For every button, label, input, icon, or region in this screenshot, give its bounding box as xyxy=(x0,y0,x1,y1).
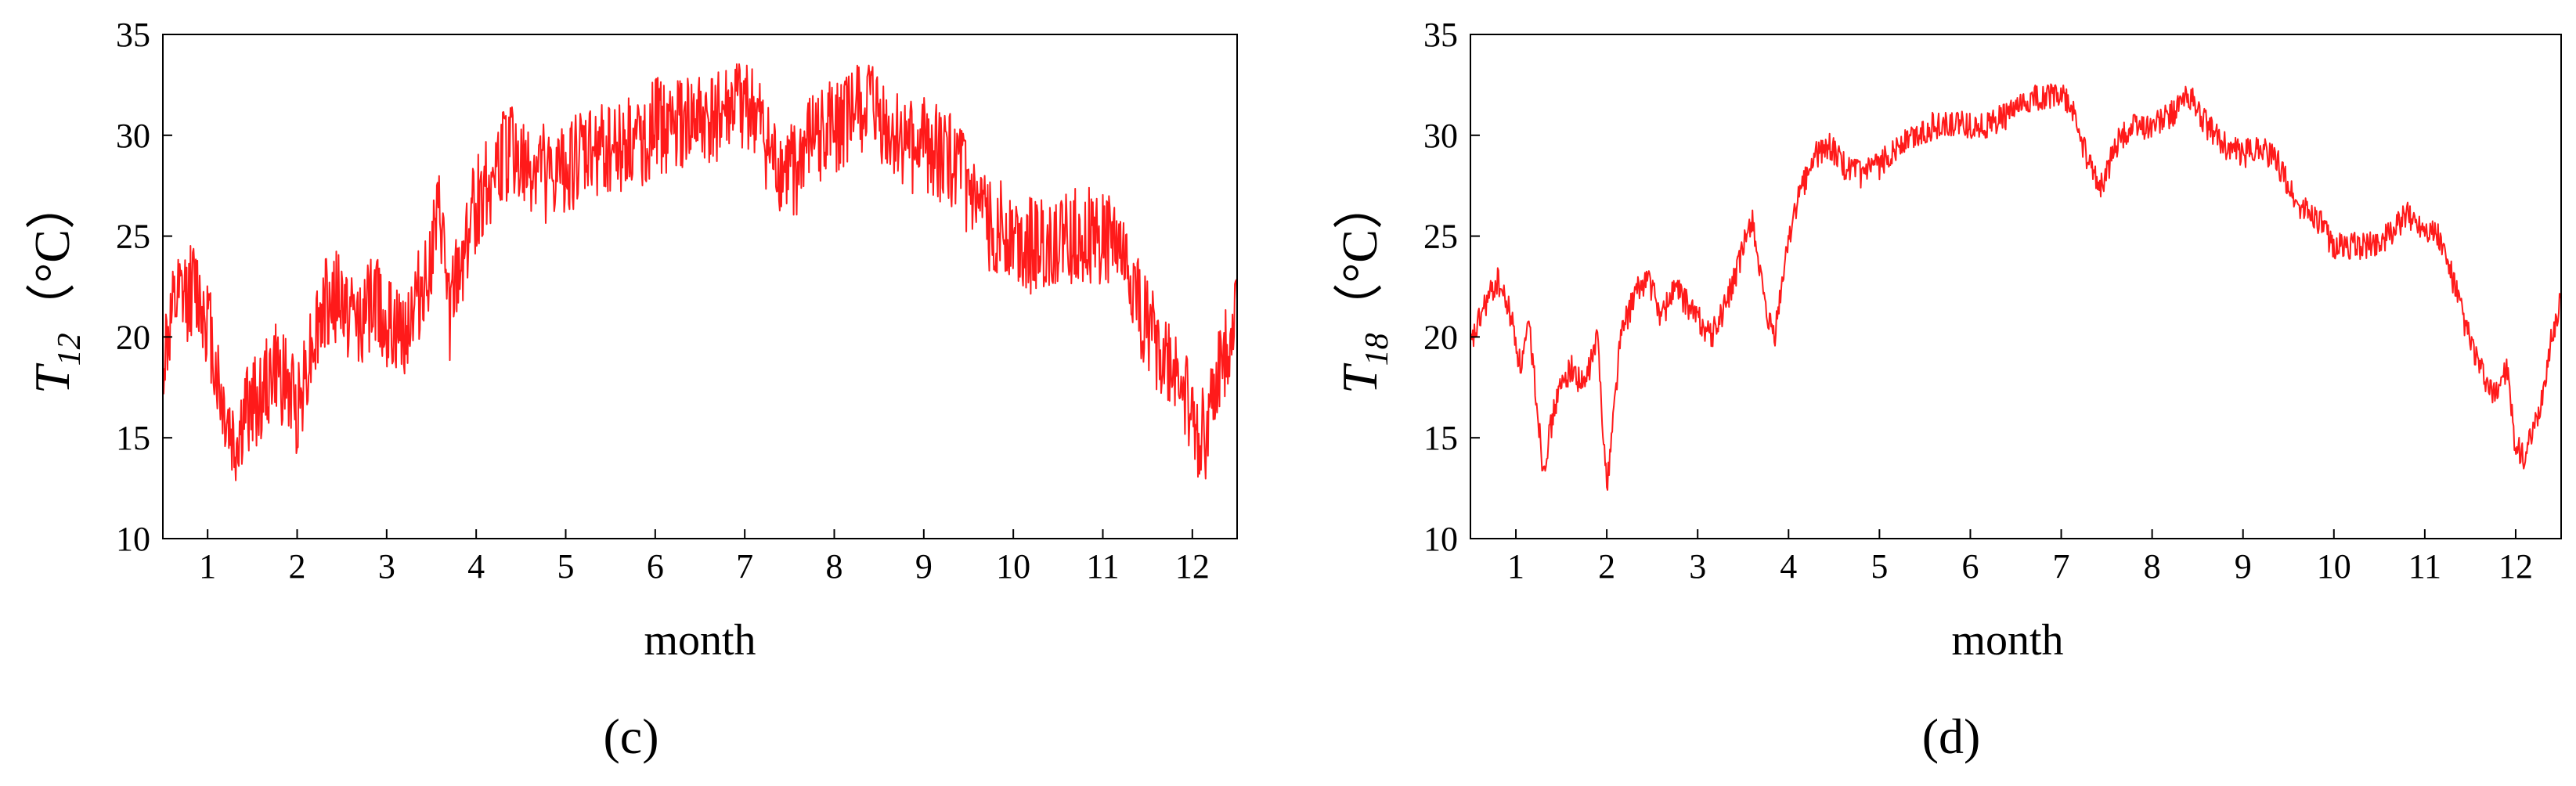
panel-d-ylabel-sub: 18 xyxy=(1359,333,1395,366)
panel-c-y-tick-label: 15 xyxy=(116,419,150,457)
panel-c-label: (c) xyxy=(603,708,658,764)
panel-c-xlabel: month xyxy=(644,616,756,665)
panel-d-series-line xyxy=(1470,83,2562,491)
panel-c-x-tick-label: 2 xyxy=(289,547,306,586)
panel-d-xlabel: month xyxy=(1951,616,2063,665)
panel-d-x-tick-label: 4 xyxy=(1780,547,1797,586)
panel-d-plot-area xyxy=(1470,83,2562,491)
panel-d-x-tick-label: 2 xyxy=(1598,547,1615,586)
panel-c-series-line xyxy=(162,63,1238,481)
panel-d-label: (d) xyxy=(1922,708,1981,764)
panel-c-plot-area xyxy=(162,63,1238,481)
panel-c-y-tick-label: 35 xyxy=(116,16,150,54)
panel-d-y-tick-label: 10 xyxy=(1423,520,1458,558)
panel-c-x-tick-label: 6 xyxy=(647,547,664,586)
panel-c-ylabel-unit: （°C） xyxy=(24,179,80,333)
panel-d-ylabel: T18（°C） xyxy=(1332,179,1395,394)
panel-d-y-tick-label: 15 xyxy=(1423,419,1458,457)
panel-c-x-tick-label: 1 xyxy=(199,547,216,586)
panel-d-x-tick-label: 6 xyxy=(1961,547,1979,586)
panel-c-x-tick-label: 7 xyxy=(736,547,753,586)
panel-d-x-tick-label: 9 xyxy=(2235,547,2252,586)
panel-d-y-tick-label: 35 xyxy=(1423,16,1458,54)
panel-c-x-tick-label: 10 xyxy=(996,547,1030,586)
panel-c-y-tick-label: 10 xyxy=(116,520,150,558)
panel-d-x-tick-label: 5 xyxy=(1871,547,1888,586)
panel-c-y-tick-label: 30 xyxy=(116,117,150,155)
panel-d-y-tick-label: 20 xyxy=(1423,318,1458,356)
panel-c-axes-box xyxy=(162,34,1238,539)
panel-c-y-tick-label: 25 xyxy=(116,218,150,256)
panel-d-x-tick-label: 1 xyxy=(1507,547,1524,586)
panel-c-x-tick-label: 12 xyxy=(1175,547,1210,586)
panel-d-x-tick-label: 10 xyxy=(2317,547,2351,586)
panel-c-ylabel-sub: 12 xyxy=(52,333,88,366)
panel-c-x-tick-label: 3 xyxy=(378,547,395,586)
panel-d-x-tick-label: 8 xyxy=(2144,547,2161,586)
panel-c-y-ticks: 10 15 20 25 30 35 xyxy=(116,16,172,558)
panel-c-x-ticks: 1 2 3 4 5 6 7 8 9 10 11 12 xyxy=(199,529,1210,586)
panel-d-x-tick-label: 11 xyxy=(2408,547,2441,586)
panel-d-y-tick-label: 30 xyxy=(1423,117,1458,155)
panel-c-x-tick-label: 4 xyxy=(467,547,485,586)
panel-d-ylabel-unit: （°C） xyxy=(1332,179,1387,333)
panel-d-y-ticks: 10 15 20 25 30 35 xyxy=(1423,16,1480,558)
panel-d-x-tick-label: 3 xyxy=(1689,547,1706,586)
panel-c-x-tick-label: 8 xyxy=(826,547,843,586)
panel-d-axes-box xyxy=(1470,34,2562,539)
panel-c-ylabel-main: T xyxy=(24,362,80,394)
panel-d-x-tick-label: 12 xyxy=(2498,547,2533,586)
panel-c-x-tick-label: 5 xyxy=(557,547,575,586)
panel-c-x-tick-label: 11 xyxy=(1086,547,1119,586)
panel-d-x-tick-label: 7 xyxy=(2053,547,2070,586)
panel-d-x-ticks: 1 2 3 4 5 6 7 8 9 10 11 12 xyxy=(1507,529,2533,586)
panel-d-ylabel-main: T xyxy=(1332,362,1387,394)
panel-c-x-tick-label: 9 xyxy=(915,547,933,586)
panel-c-ylabel: T12（°C） xyxy=(24,179,88,394)
panel-d-y-tick-label: 25 xyxy=(1423,218,1458,256)
panel-c-y-tick-label: 20 xyxy=(116,318,150,356)
